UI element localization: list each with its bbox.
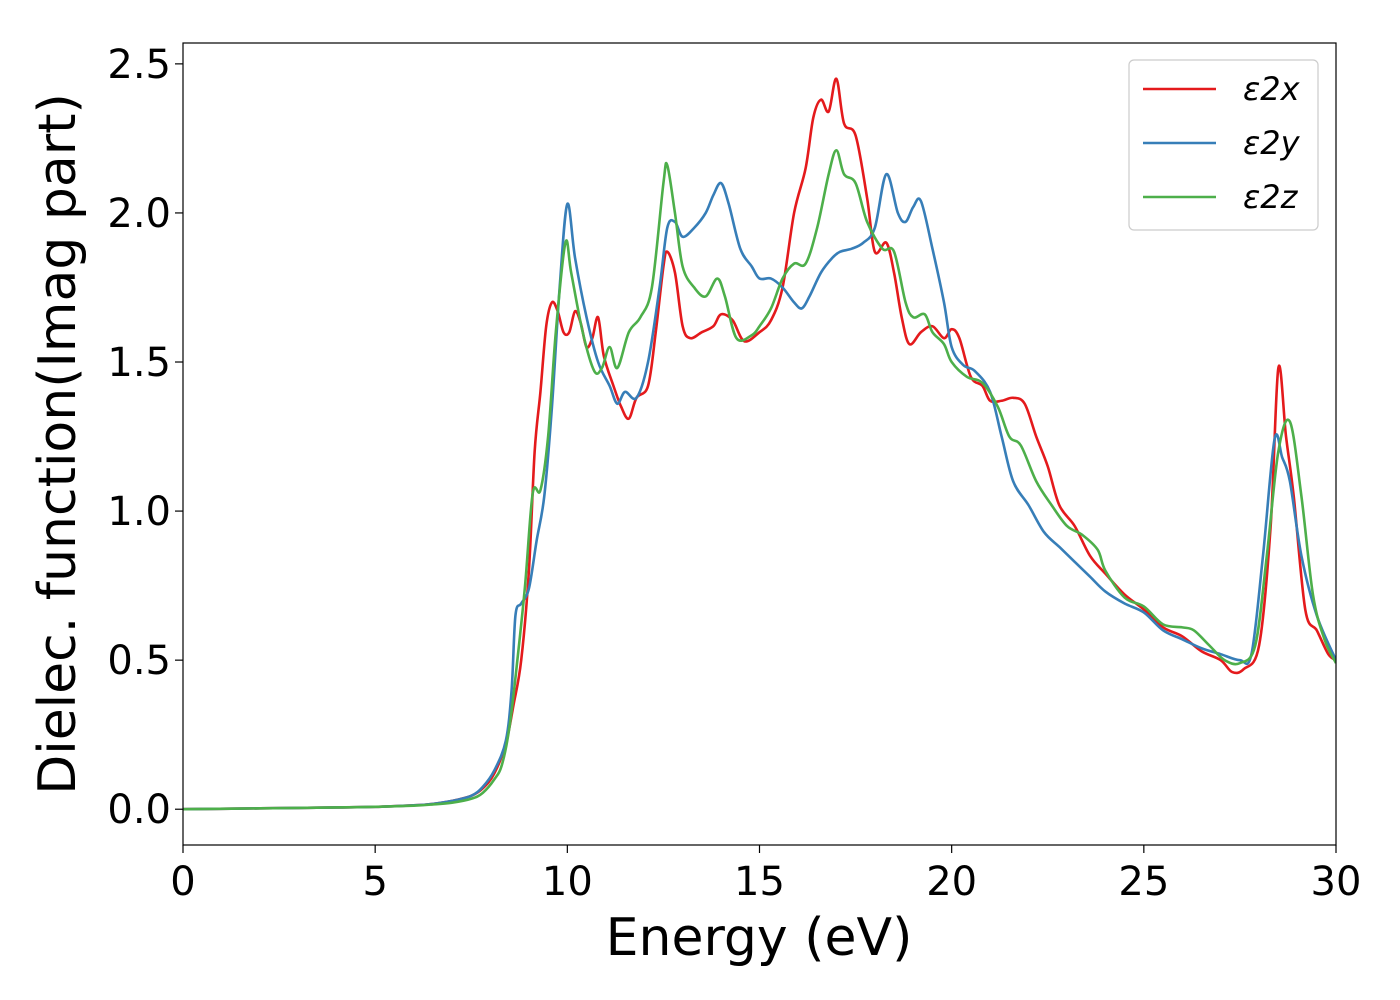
x-tick-label: 30 [1311, 859, 1362, 905]
x-axis-label: Energy (eV) [606, 908, 913, 968]
y-tick-label: 0.5 [107, 638, 171, 684]
x-tick-label: 25 [1118, 859, 1169, 905]
x-tick-label: 20 [926, 859, 977, 905]
y-axis-label: Dielec. function(Imag part) [28, 93, 88, 795]
y-tick-label: 1.0 [107, 489, 171, 535]
y-tick-label: 1.5 [107, 340, 171, 386]
legend-box [1128, 59, 1319, 231]
legend-label: ε2z [1243, 178, 1299, 216]
legend-label: ε2y [1243, 124, 1301, 162]
y-tick-label: 0.0 [107, 787, 171, 833]
series-lines [183, 77, 1336, 811]
y-tick-label: 2.0 [107, 191, 171, 237]
x-tick-label: 5 [362, 859, 387, 905]
legend-label: ε2x [1243, 70, 1301, 108]
series-line-3 [183, 149, 1336, 811]
y-tick-label: 2.5 [107, 42, 171, 88]
legend: ε2x ε2y ε2z [1128, 59, 1319, 231]
x-tick-label: 15 [734, 859, 785, 905]
x-tick-label: 0 [170, 859, 195, 905]
series-line-1 [183, 77, 1336, 811]
series-line-2 [183, 172, 1336, 811]
y-axis-ticks: 0.0 0.5 1.0 1.5 2.0 2.5 [107, 42, 183, 833]
x-axis-ticks: 0 5 10 15 20 25 30 [170, 845, 1361, 905]
x-tick-label: 10 [542, 859, 593, 905]
